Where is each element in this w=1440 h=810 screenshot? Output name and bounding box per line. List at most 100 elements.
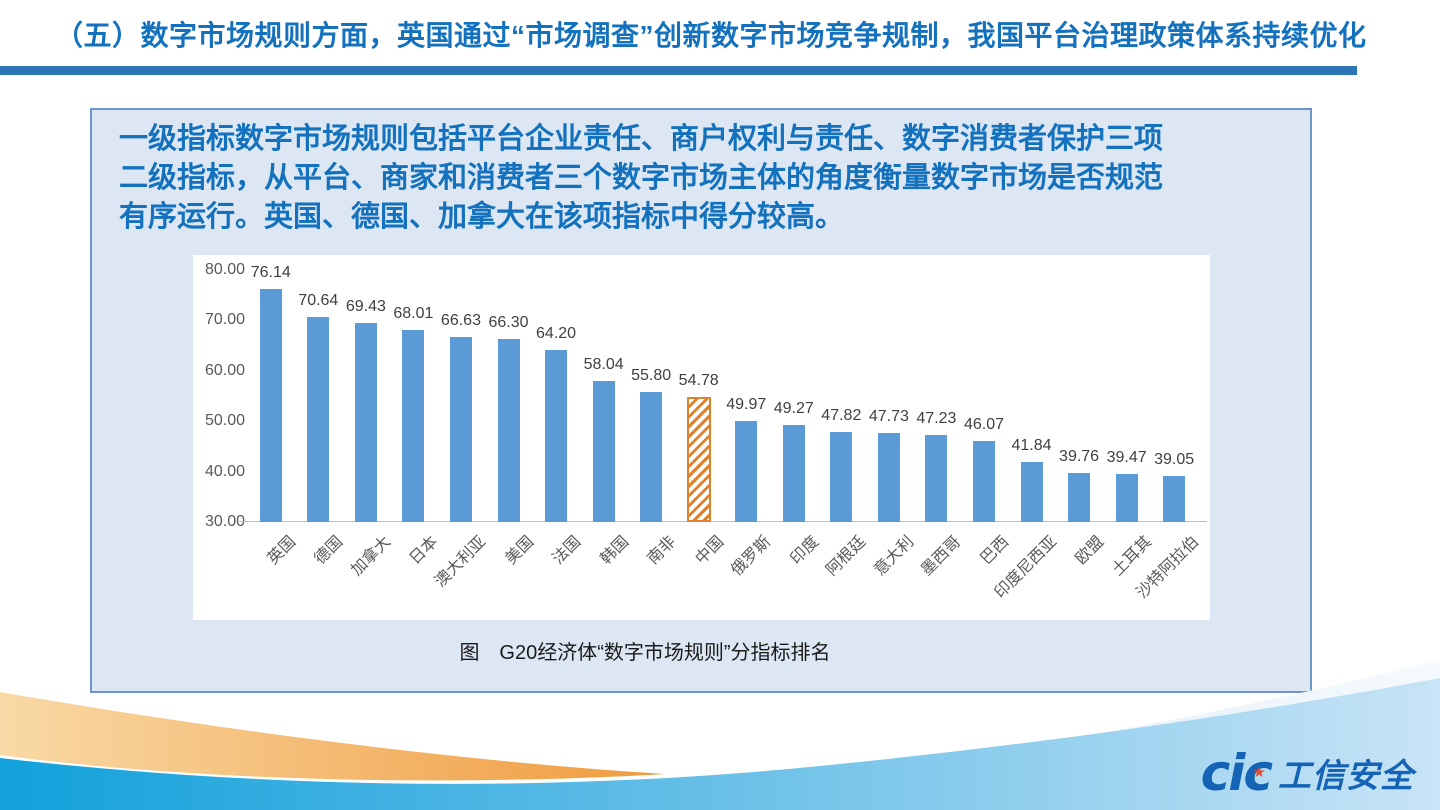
bar-group-印度: 49.27 印度 (770, 255, 822, 568)
bar-group-阿根廷: 47.82 阿根廷 (818, 255, 869, 579)
y-tick-label: 40.00 (204, 462, 245, 480)
bar-group-南非: 55.80 南非 (627, 255, 679, 568)
bar-土耳其 (1115, 474, 1138, 522)
summary-line-1: 一级指标数字市场规则包括平台企业责任、商户权利与责任、数字消费者保护三项 (119, 123, 1164, 155)
x-category-label: 澳大利亚 (431, 533, 490, 591)
x-category-label: 美国 (502, 533, 537, 568)
bar-value-label: 47.23 (916, 410, 957, 428)
bar-group-英国: 76.14 英国 (247, 255, 299, 567)
summary-paragraph: 一级指标数字市场规则包括平台企业责任、商户权利与责任、数字消费者保护三项 二级指… (119, 120, 1299, 237)
bar-value-label: 39.05 (1154, 451, 1195, 469)
bar-group-加拿大: 69.43 加拿大 (342, 255, 394, 579)
x-category-label: 欧盟 (1072, 533, 1108, 568)
bar-巴西 (972, 441, 995, 522)
bar-group-土耳其: 39.47 土耳其 (1103, 255, 1155, 579)
bar-value-label: 76.14 (250, 264, 291, 282)
bar-chart: 80.00 70.00 60.00 50.00 40.00 30.00 76.14 英国 70… (193, 255, 1210, 620)
y-tick-label: 70.00 (204, 311, 245, 329)
plot-area: 76.14 英国 70.64 德国 69.43 加拿大 68.01 日本 66.63 澳大利亚 66… (239, 255, 1207, 602)
x-category-label: 意大利 (871, 533, 918, 580)
bar-group-巴西: 46.07 巴西 (960, 255, 1012, 568)
star-icon: ★ (1252, 763, 1266, 781)
x-category-label: 法国 (549, 533, 585, 568)
bar-value-label: 39.47 (1106, 449, 1147, 467)
bar-value-label: 66.30 (488, 314, 529, 332)
bar-value-label: 46.07 (963, 416, 1004, 434)
page-title: （五）数字市场规则方面，英国通过“市场调查”创新数字市场竞争规制，我国平台治理政… (55, 20, 1367, 51)
bar-value-label: 69.43 (345, 298, 386, 316)
x-category-label: 巴西 (977, 533, 1013, 568)
bar-澳大利亚 (449, 337, 472, 522)
y-tick-label: 30.00 (204, 513, 245, 530)
x-category-label: 德国 (311, 533, 347, 568)
x-category-label: 韩国 (597, 533, 632, 568)
bar-加拿大 (354, 323, 377, 522)
y-tick-label: 60.00 (204, 361, 245, 379)
bar-法国 (545, 349, 568, 522)
bar-value-label: 49.97 (726, 396, 767, 414)
bottom-decoration (0, 660, 1440, 810)
bar-印度尼西亚 (1020, 462, 1043, 522)
summary-line-2: 二级指标，从平台、商家和消费者三个数字市场主体的角度衡量数字市场是否规范 (119, 162, 1164, 194)
bar-意大利 (877, 432, 900, 522)
bar-group-俄罗斯: 49.97 俄罗斯 (722, 255, 774, 579)
bar-value-label: 49.27 (773, 399, 814, 417)
bar-俄罗斯 (735, 421, 758, 522)
bar-墨西哥 (925, 435, 948, 522)
title-underline-bar (0, 66, 1357, 75)
bar-group-意大利: 47.73 意大利 (865, 255, 917, 580)
bar-group-欧盟: 39.76 欧盟 (1055, 255, 1107, 568)
bar-南非 (640, 391, 663, 522)
bar-value-label: 47.82 (821, 407, 862, 425)
cic-logo: cic ★ 工信安全 (1201, 748, 1414, 798)
bar-value-label: 64.20 (536, 324, 577, 342)
bar-沙特阿拉伯 (1163, 476, 1186, 522)
bar-value-label: 70.64 (298, 292, 339, 310)
x-category-label: 阿根廷 (823, 533, 870, 580)
y-axis: 80.00 70.00 60.00 50.00 40.00 30.00 (193, 255, 249, 545)
bar-group-韩国: 58.04 韩国 (580, 255, 632, 568)
x-category-label: 印度 (787, 533, 823, 568)
bar-value-label: 39.76 (1059, 447, 1100, 465)
blue-wave (0, 678, 1440, 810)
bar-英国 (259, 289, 282, 522)
bar-value-label: 47.73 (868, 407, 909, 425)
cic-logo-letters: cic ★ (1200, 744, 1273, 802)
x-category-label: 南非 (644, 533, 680, 568)
x-category-label: 俄罗斯 (728, 533, 775, 580)
bar-美国 (497, 339, 520, 522)
bar-group-沙特阿拉伯: 39.05 沙特阿拉伯 (1134, 255, 1203, 601)
bar-日本 (402, 330, 425, 522)
bar-group-印度尼西亚: 41.84 印度尼西亚 (991, 255, 1060, 602)
bar-value-label: 68.01 (393, 305, 434, 323)
y-tick-label: 80.00 (204, 261, 245, 278)
bar-group-澳大利亚: 66.63 澳大利亚 (432, 255, 489, 590)
summary-line-3: 有序运行。英国、德国、加拿大在该项指标中得分较高。 (119, 201, 845, 233)
bar-group-美国: 66.30 美国 (485, 255, 536, 568)
x-category-label: 日本 (407, 533, 442, 568)
orange-wave (0, 692, 665, 781)
bar-value-label: 41.84 (1011, 437, 1052, 455)
x-category-label: 英国 (264, 533, 300, 568)
cic-logo-name: 工信安全 (1278, 757, 1414, 794)
bar-value-label: 54.78 (678, 372, 719, 390)
bar-group-日本: 68.01 日本 (390, 255, 441, 567)
x-category-label: 中国 (692, 533, 727, 568)
bar-value-label: 55.80 (631, 366, 672, 384)
bar-group-德国: 70.64 德国 (295, 255, 346, 568)
bar-group-中国: 54.78 中国 (675, 255, 727, 568)
bar-印度 (782, 424, 805, 522)
bar-value-label: 66.63 (440, 312, 481, 330)
bar-value-label: 58.04 (583, 355, 624, 373)
x-category-label: 加拿大 (348, 533, 395, 580)
x-category-label: 墨西哥 (918, 533, 965, 580)
x-axis-line (239, 521, 1207, 522)
bar-阿根廷 (830, 432, 853, 522)
bar-group-法国: 64.20 法国 (532, 255, 584, 568)
chart-caption: 图 G20经济体“数字市场规则”分指标排名 (459, 642, 831, 664)
bar-group-墨西哥: 47.23 墨西哥 (913, 255, 964, 579)
bar-韩国 (592, 380, 615, 522)
bar-德国 (307, 317, 330, 522)
bar-中国 (686, 397, 711, 522)
